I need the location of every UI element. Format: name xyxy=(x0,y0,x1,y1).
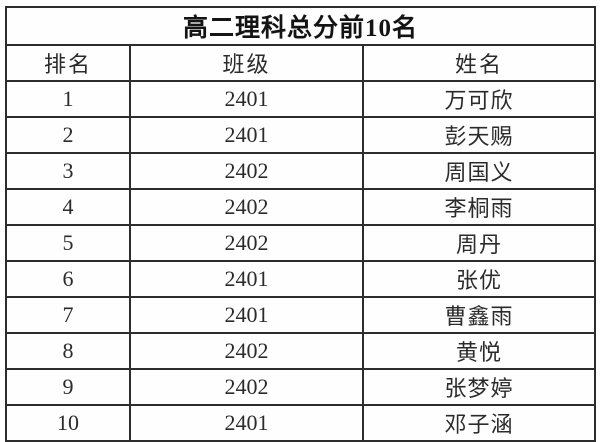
class-value: 2401 xyxy=(129,296,364,334)
table-title-row: 高二理科总分前10名 xyxy=(4,6,597,46)
table-row: 3 2402 周国义 xyxy=(5,152,597,190)
name-value: 周国义 xyxy=(361,152,597,190)
rank-value: 8 xyxy=(5,332,131,370)
table-row: 5 2402 周丹 xyxy=(5,224,597,262)
class-value: 2402 xyxy=(129,152,364,190)
table-row: 4 2402 李桐雨 xyxy=(5,188,597,226)
name-value: 万可欣 xyxy=(361,80,597,118)
ranking-table: 高二理科总分前10名 排名 班级 姓名 1 2401 万可欣 2 2401 彭天… xyxy=(4,6,597,442)
name-value: 张梦婷 xyxy=(361,368,597,406)
table-title: 高二理科总分前10名 xyxy=(4,6,597,46)
rank-value: 7 xyxy=(5,296,131,334)
class-value: 2401 xyxy=(129,260,364,298)
rank-value: 3 xyxy=(5,152,131,190)
name-value: 曹鑫雨 xyxy=(361,296,597,334)
table-header-row: 排名 班级 姓名 xyxy=(5,44,597,82)
name-value: 彭天赐 xyxy=(361,116,597,154)
rank-value: 6 xyxy=(5,260,131,298)
table-row: 2 2401 彭天赐 xyxy=(5,116,597,154)
rank-value: 5 xyxy=(5,224,131,262)
ranking-table-container: 高二理科总分前10名 排名 班级 姓名 1 2401 万可欣 2 2401 彭天… xyxy=(4,6,597,442)
column-header-name: 姓名 xyxy=(361,44,597,82)
class-value: 2402 xyxy=(129,368,364,406)
rank-value: 2 xyxy=(5,116,131,154)
table-row: 10 2401 邓子涵 xyxy=(5,404,597,442)
class-value: 2401 xyxy=(129,80,364,118)
rank-value: 4 xyxy=(5,188,131,226)
class-value: 2402 xyxy=(129,332,364,370)
name-value: 邓子涵 xyxy=(361,404,597,442)
rank-value: 10 xyxy=(5,404,131,442)
class-value: 2402 xyxy=(129,224,364,262)
rank-value: 9 xyxy=(5,368,131,406)
table-row: 9 2402 张梦婷 xyxy=(5,368,597,406)
rank-value: 1 xyxy=(5,80,131,118)
column-header-class: 班级 xyxy=(129,44,364,82)
table-row: 8 2402 黄悦 xyxy=(5,332,597,370)
table-row: 7 2401 曹鑫雨 xyxy=(5,296,597,334)
table-row: 6 2401 张优 xyxy=(5,260,597,298)
table-row: 1 2401 万可欣 xyxy=(5,80,597,118)
name-value: 周丹 xyxy=(361,224,597,262)
class-value: 2401 xyxy=(129,116,364,154)
class-value: 2402 xyxy=(129,188,364,226)
name-value: 张优 xyxy=(361,260,597,298)
name-value: 李桐雨 xyxy=(361,188,597,226)
name-value: 黄悦 xyxy=(361,332,597,370)
column-header-rank: 排名 xyxy=(5,44,131,82)
class-value: 2401 xyxy=(129,404,364,442)
